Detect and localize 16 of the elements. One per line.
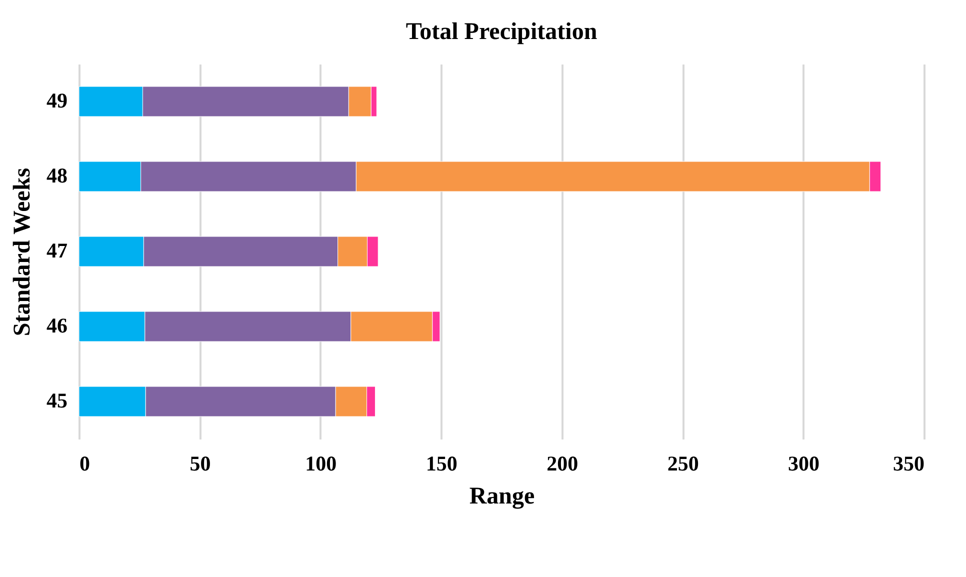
y-axis-title: Standard Weeks (10, 168, 36, 336)
x-tick-label: 50 (190, 452, 211, 476)
y-tick-label: 45 (46, 388, 68, 412)
y-tick-label: 49 (46, 88, 68, 112)
x-tick-label: 150 (426, 452, 458, 476)
x-tick-label: 200 (546, 452, 578, 476)
x-tick-label: 0 (80, 452, 90, 476)
x-tick-label: 300 (788, 452, 820, 476)
x-axis-title: Range (469, 484, 536, 510)
x-tick-label: 250 (667, 452, 699, 476)
chart-title: Total Precipitation (406, 19, 598, 45)
y-tick-label: 48 (46, 164, 68, 188)
y-tick-label: 46 (46, 314, 68, 338)
x-tick-label: 350 (893, 452, 924, 476)
y-tick-label: 47 (46, 238, 68, 262)
x-tick-label: 100 (305, 452, 337, 476)
